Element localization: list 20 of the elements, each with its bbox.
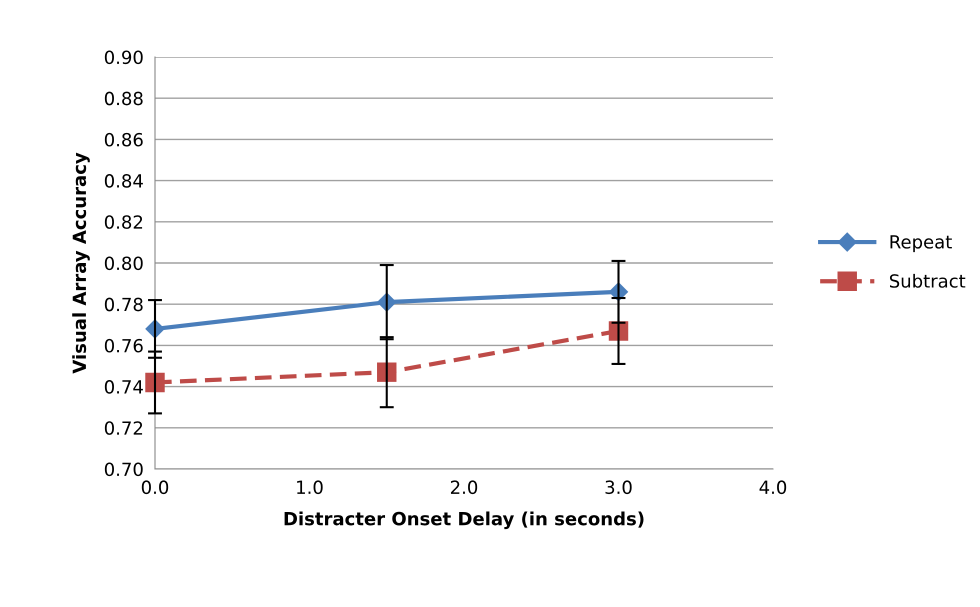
x-tick-label: 0.0	[142, 480, 168, 494]
legend-label: Subtract	[890, 274, 966, 288]
x-tick-label: 4.0	[760, 480, 786, 494]
y-tick-label: 0.70	[104, 462, 143, 476]
y-tick-label: 0.82	[104, 215, 142, 229]
y-tick-label: 0.72	[104, 421, 142, 435]
y-axis-title: Visual Array Accuracy	[72, 152, 90, 374]
y-tick-label: 0.88	[104, 92, 143, 106]
y-tick-label: 0.86	[104, 132, 143, 147]
y-tick-label: 0.76	[104, 338, 143, 353]
y-tick-label: 0.90	[104, 50, 143, 64]
x-tick-label: 1.0	[297, 480, 323, 494]
x-axis-title: Distracter Onset Delay (in seconds)	[284, 511, 644, 530]
x-tick-label: 2.0	[450, 480, 478, 494]
legend-label: Repeat	[890, 235, 952, 252]
x-tick-label: 3.0	[606, 480, 632, 494]
y-tick-label: 0.80	[104, 256, 143, 270]
y-tick-label: 0.84	[104, 174, 143, 188]
y-tick-label: 0.74	[104, 380, 143, 394]
y-tick-label: 0.78	[104, 298, 143, 312]
